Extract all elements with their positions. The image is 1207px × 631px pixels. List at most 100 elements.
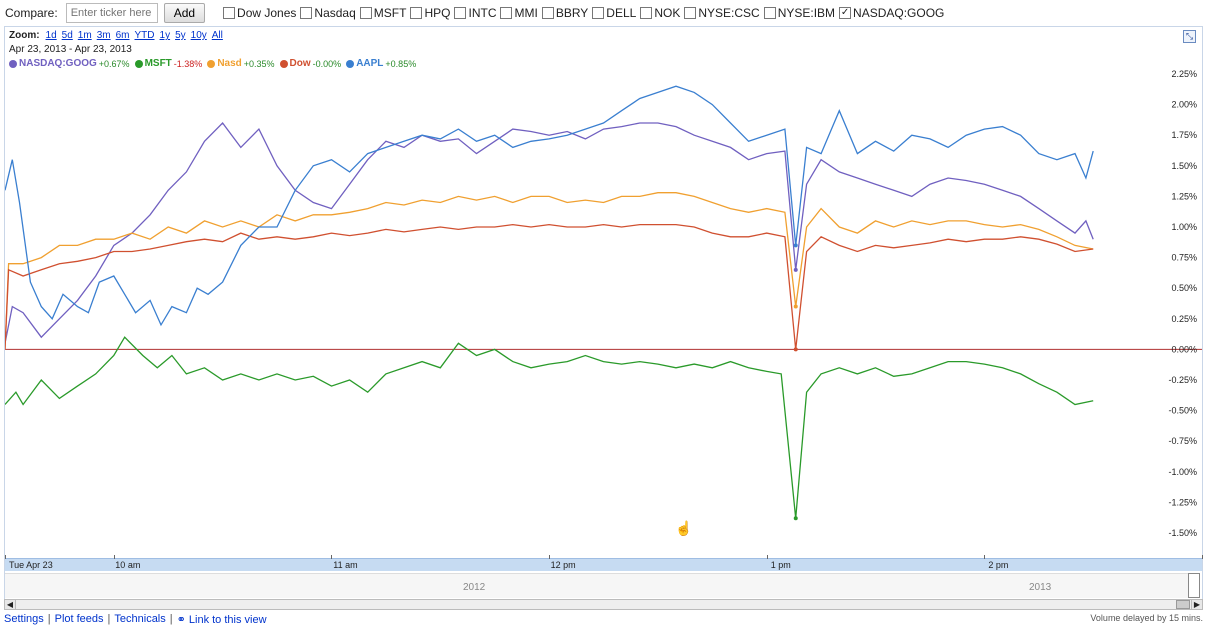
y-tick-label: -0.25% [1168,375,1197,385]
compare-bar: Compare: Add Dow Jones Nasdaq MSFT HPQ INTC M… [0,0,1207,26]
x-tick-mark [766,555,768,559]
ticker-checkbox[interactable] [640,7,653,19]
legend-name: MSFT [144,58,172,69]
ticker-option[interactable]: INTC [454,6,496,20]
legend-item: Dow -0.00% [279,58,342,69]
navigator-label: 2013 [1029,582,1052,593]
hover-marker [793,304,798,309]
x-tick-label: 10 am [115,560,141,570]
zoom-option[interactable]: 5y [175,30,186,41]
ticker-checkbox[interactable] [410,7,423,19]
ticker-option[interactable]: NOK [640,6,680,20]
scroll-right-icon[interactable]: ▶ [1191,600,1202,609]
x-tick-label: 2 pm [988,560,1009,570]
ticker-option[interactable]: NYSE:CSC [684,6,760,20]
navigator-scrollbar[interactable]: ◀ ▶ [4,599,1203,610]
ticker-label: BBRY [555,6,589,20]
legend-name: NASDAQ:GOOG [19,58,97,69]
ticker-checkbox[interactable] [541,7,554,19]
y-tick-label: 0.25% [1171,314,1197,324]
ticker-option[interactable]: Dow Jones [223,6,296,20]
ticker-checkbox[interactable] [359,7,372,19]
legend-name: Dow [289,58,311,69]
ticker-input[interactable] [65,3,158,23]
y-tick-label: -1.25% [1168,497,1197,507]
zoom-option[interactable]: 1d [45,30,57,41]
legend-change: +0.67% [98,58,130,69]
ticker-checkbox[interactable] [454,7,467,19]
ticker-label: MMI [514,6,538,20]
x-tick-mark [549,555,551,559]
zoom-option[interactable]: 1y [159,30,171,41]
legend-dot-icon [207,59,216,68]
legend-item: MSFT -1.38% [134,58,203,69]
ticker-label: HPQ [424,6,451,20]
plot-feeds-link[interactable]: Plot feeds [54,613,104,625]
zoom-option[interactable]: All [211,30,223,41]
zoom-option[interactable]: 10y [190,30,207,41]
x-tick-mark [5,555,6,559]
compare-label: Compare: [5,6,58,20]
ticker-label: Nasdaq [314,6,356,20]
ticker-option[interactable]: BBRY [541,6,589,20]
legend-change: -1.38% [173,58,203,69]
ticker-label: NASDAQ:GOOG [853,6,945,20]
x-tick-mark [1202,555,1203,559]
zoom-controls: Zoom: 1d 5d 1m 3m 6m YTD 1y 5y 10y All [9,30,223,41]
x-tick-mark [331,555,333,559]
link-to-view-label: Link to this view [188,613,267,626]
ticker-option[interactable]: DELL [592,6,636,20]
y-tick-label: 1.50% [1171,161,1197,171]
price-chart[interactable]: -1.50% -1.25% -1.00% -0.75% -0.50% -0.25% 0.00… [5,27,1202,558]
date-range: Apr 23, 2013 - Apr 23, 2013 [9,44,132,55]
technicals-link[interactable]: Technicals [114,613,166,625]
scroll-thumb[interactable] [1176,600,1190,609]
legend-name: Nasd [217,58,242,69]
y-tick-label: 0.75% [1171,253,1197,263]
ticker-label: NYSE:IBM [777,6,836,20]
ticker-checkbox[interactable] [223,7,236,19]
chart-panel: -1.50% -1.25% -1.00% -0.75% -0.50% -0.25% 0.00… [4,26,1203,600]
time-navigator[interactable]: 2012 2013 [5,573,1188,598]
ticker-checkbox[interactable] [300,7,313,19]
ticker-checkbox[interactable] [763,7,776,19]
ticker-checkbox[interactable] [500,7,513,19]
hover-marker [793,516,798,521]
legend: NASDAQ:GOOG +0.67% MSFT -1.38% Nasd +0.35% Dow… [9,58,416,69]
ticker-option[interactable]: Nasdaq [300,6,356,20]
zoom-option[interactable]: 1m [77,30,92,41]
x-tick-mark [113,555,115,559]
add-button[interactable]: Add [163,3,206,23]
expand-icon[interactable]: ⤡ [1183,30,1196,43]
ticker-checkbox[interactable]: ✓ [839,7,852,19]
link-to-view-link[interactable]: ⚭ Link to this view [177,613,267,626]
zoom-option[interactable]: 3m [96,30,111,41]
navigator-handle[interactable] [1188,573,1200,598]
ticker-label: MSFT [373,6,407,20]
ticker-option[interactable]: ✓ NASDAQ:GOOG [839,6,944,20]
x-tick-mark [984,555,986,559]
y-tick-label: 1.25% [1171,191,1197,201]
legend-change: -0.00% [312,58,342,69]
x-tick-label: 1 pm [770,560,791,570]
ticker-checkbox[interactable] [684,7,697,19]
scroll-left-icon[interactable]: ◀ [5,600,16,609]
ticker-checkbox[interactable] [592,7,605,19]
legend-dot-icon [279,59,288,68]
y-tick-label: 2.25% [1171,69,1197,79]
ticker-label: Dow Jones [237,6,297,20]
legend-dot-icon [9,59,17,68]
zoom-option[interactable]: YTD [134,30,155,41]
ticker-label: INTC [468,6,497,20]
ticker-option[interactable]: NYSE:IBM [763,6,836,20]
ticker-option[interactable]: MMI [500,6,538,20]
settings-link[interactable]: Settings [4,613,44,625]
ticker-option[interactable]: MSFT [359,6,407,20]
legend-dot-icon [134,59,143,68]
y-tick-label: -1.00% [1168,467,1197,477]
legend-name: AAPL [356,58,384,69]
zoom-option[interactable]: 5d [61,30,73,41]
zoom-option[interactable]: 6m [115,30,130,41]
ticker-option[interactable]: HPQ [410,6,450,20]
